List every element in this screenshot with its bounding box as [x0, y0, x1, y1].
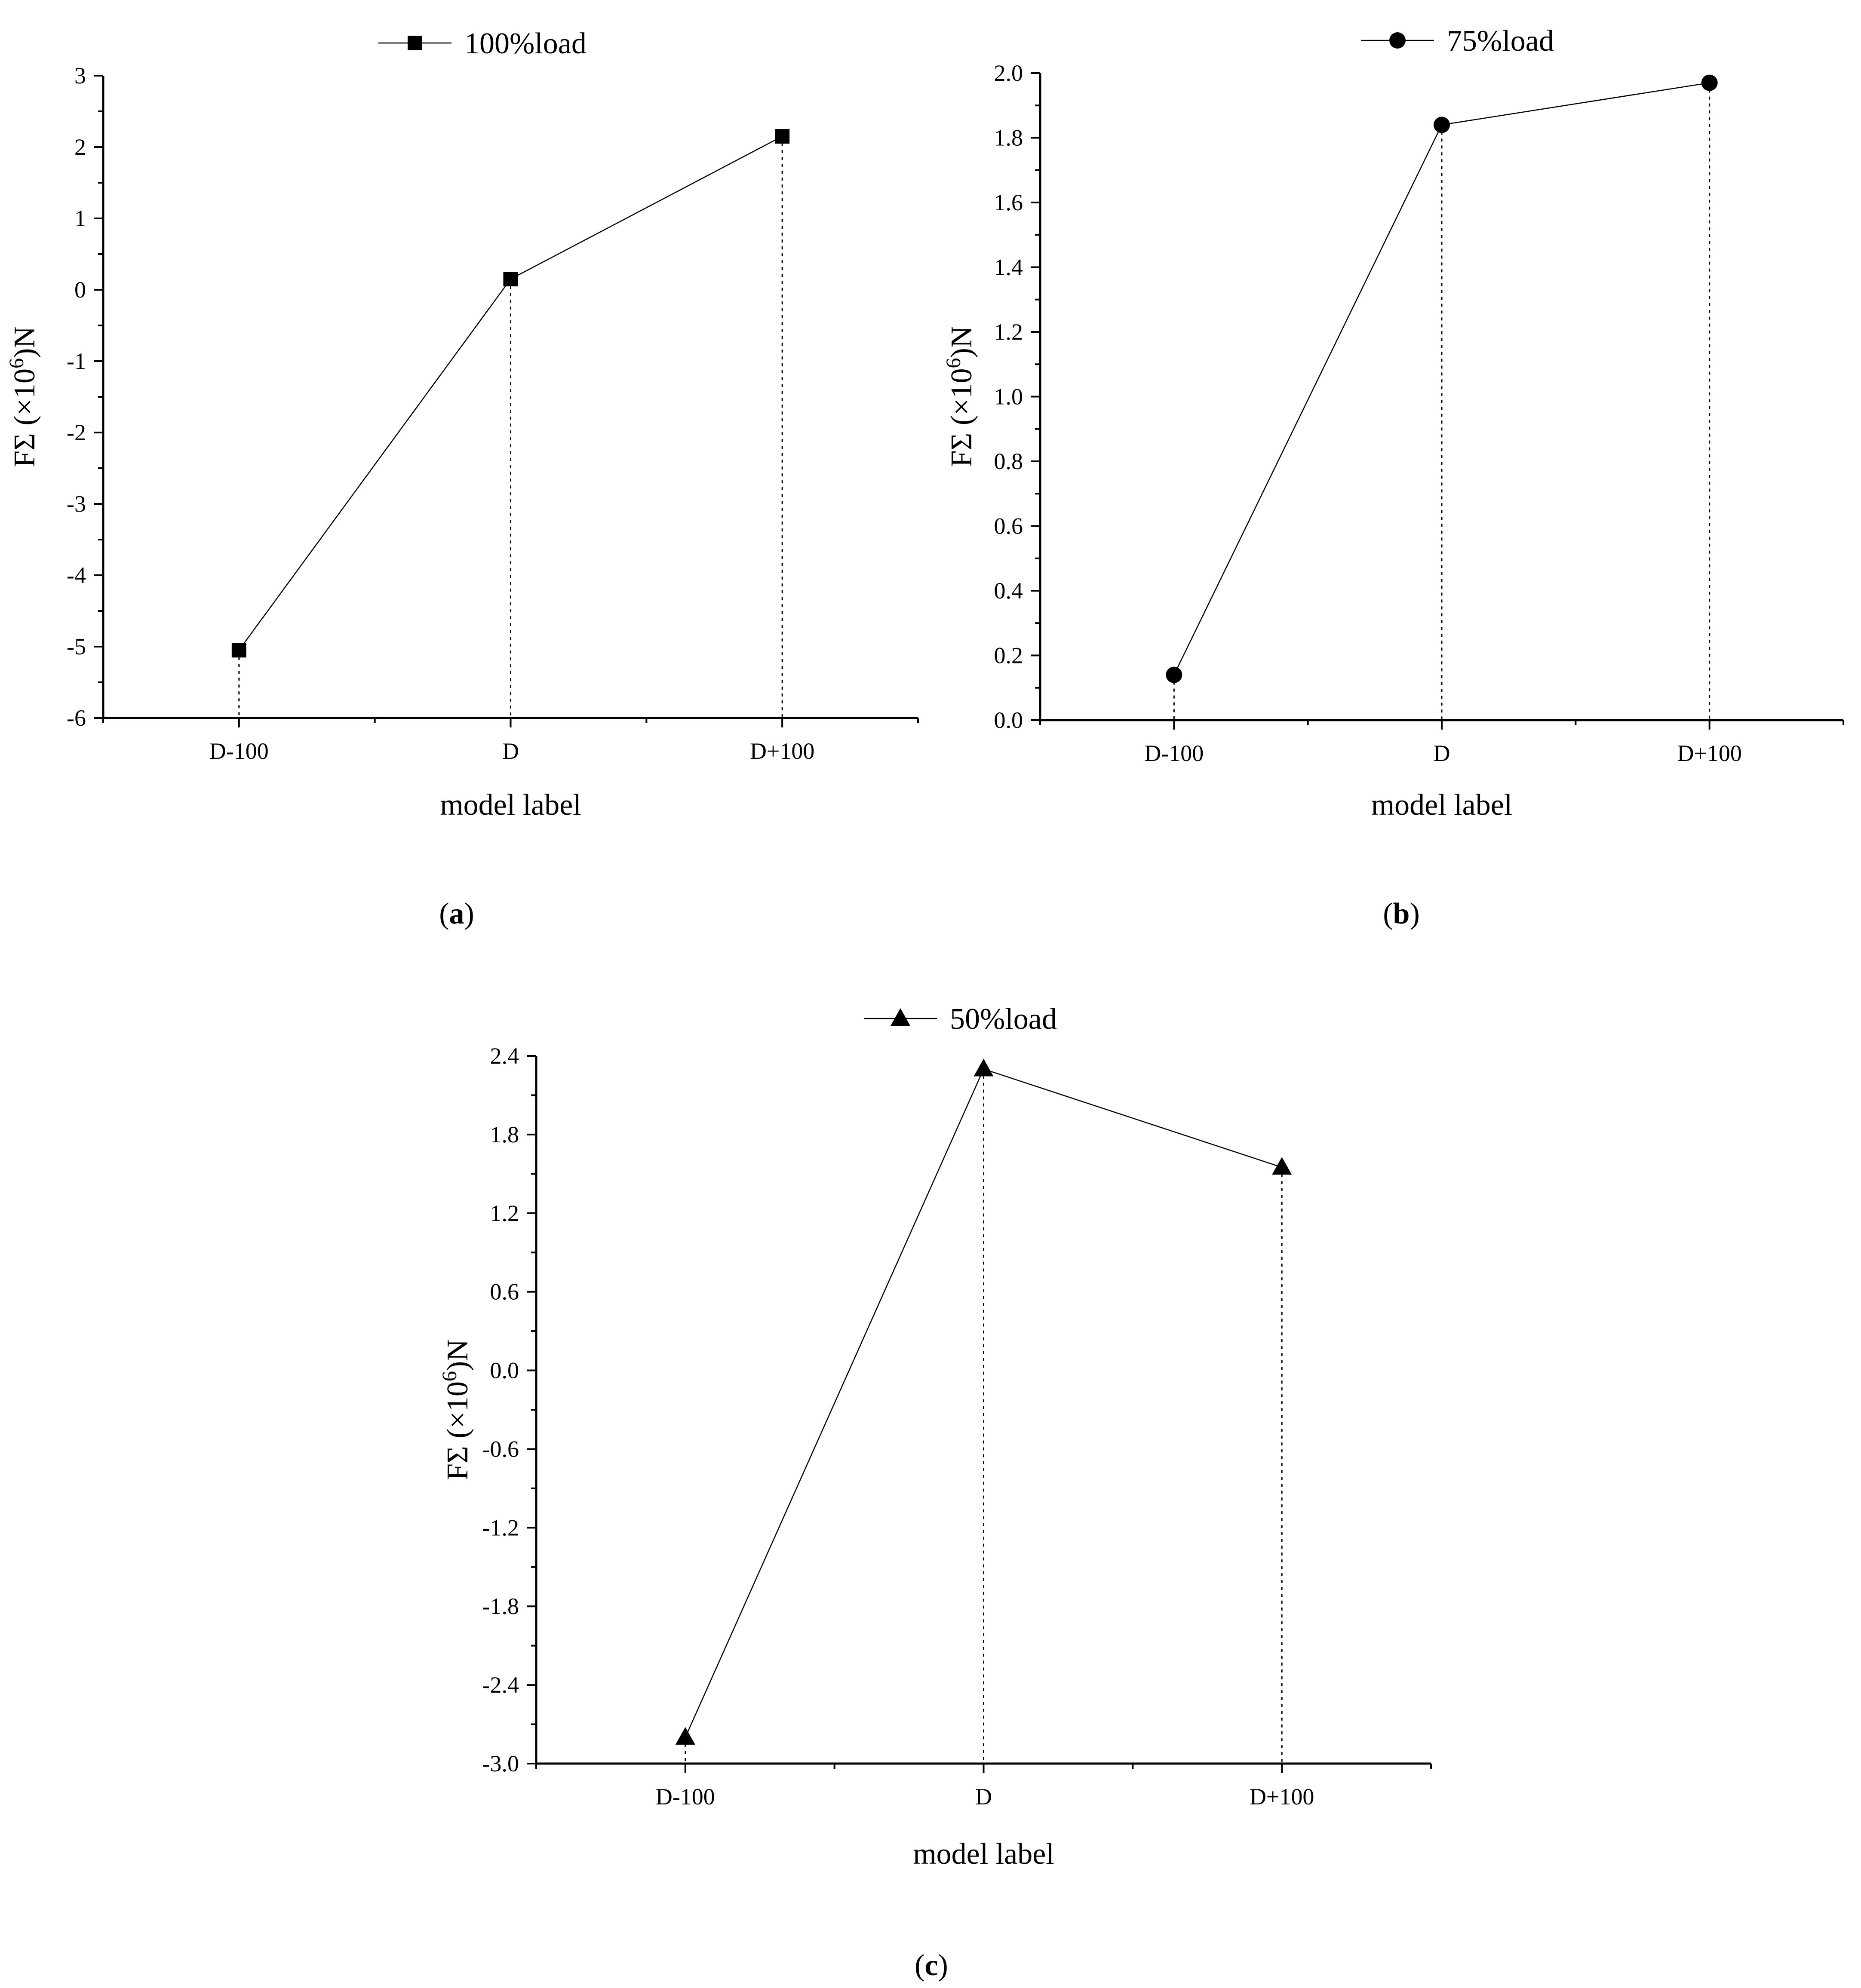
caption-paren-close: ): [938, 1949, 948, 1982]
y-axis-title-prefix: FΣ (×10: [8, 368, 41, 467]
y-tick-label: 1.8: [490, 1122, 519, 1147]
y-axis-title-superscript: 6: [942, 358, 965, 368]
y-tick-label: 0.2: [994, 643, 1023, 669]
caption-paren-close: ): [1410, 897, 1419, 930]
y-tick-label: 0: [74, 277, 86, 303]
x-tick-label: D+100: [1250, 1784, 1314, 1810]
x-tick-label: D: [1434, 740, 1450, 766]
y-axis-title-superscript: 6: [438, 1371, 461, 1381]
y-tick-label: 2.0: [994, 60, 1023, 86]
y-tick-label: 3: [74, 63, 86, 89]
y-tick-label: -1.8: [482, 1593, 519, 1619]
data-point-marker: [1701, 74, 1718, 91]
x-tick-label: D-100: [1144, 740, 1204, 766]
legend-label: 100%load: [464, 27, 587, 60]
y-tick-label: 2: [74, 134, 86, 160]
y-tick-label: -2.4: [482, 1672, 519, 1698]
legend-marker: [891, 1008, 910, 1026]
legend-label: 75%load: [1447, 25, 1554, 58]
y-tick-label: 2.4: [490, 1043, 519, 1069]
y-tick-label: 1.2: [490, 1200, 519, 1226]
y-axis-title: FΣ (×106)N: [5, 326, 41, 467]
caption-letter: a: [449, 897, 464, 930]
y-axis-title: FΣ (×106)N: [942, 326, 978, 467]
y-tick-label: -5: [67, 634, 86, 660]
y-tick-label: -3: [67, 491, 86, 517]
panel-caption: (c): [915, 1949, 948, 1982]
y-tick-label: 1.6: [994, 190, 1023, 215]
chart-panel-a: -6 -5 -4 -3 -2 -1 0 1 2 3 D-100 D D+100 model label FΣ…: [5, 27, 919, 930]
y-tick-label: -4: [67, 562, 86, 588]
y-tick-label: 0.8: [994, 448, 1023, 474]
x-tick-label: D-100: [209, 738, 269, 764]
caption-paren-open: (: [915, 1949, 924, 1982]
y-tick-label: 0.4: [994, 578, 1023, 604]
x-tick-label: D: [975, 1784, 992, 1810]
chart-panel-c: -3.0 -2.4 -1.8 -1.2 -0.6 0.0 0.6 1.2 1.8 2.4 D-100…: [438, 1003, 1432, 1982]
legend-marker: [1389, 32, 1406, 49]
x-tick-label: D+100: [750, 738, 814, 764]
data-point-marker: [231, 643, 246, 658]
y-tick-label: 1.0: [994, 384, 1023, 410]
y-tick-label: -3.0: [482, 1751, 519, 1776]
y-axis-title-prefix: FΣ (×10: [945, 368, 978, 467]
data-point-marker: [675, 1727, 695, 1745]
y-axis-title-suffix: )N: [945, 326, 978, 358]
caption-paren-open: (: [1383, 897, 1393, 930]
y-tick-label: 0.0: [994, 707, 1023, 733]
y-tick-label: 0.6: [994, 513, 1023, 539]
y-tick-label: -2: [67, 420, 86, 445]
data-point-marker: [1272, 1157, 1292, 1175]
chart-panel-b: 0.0 0.2 0.4 0.6 0.8 1.0 1.2 1.4 1.6 1.8 2.0 D-100 D D…: [942, 25, 1844, 930]
y-axis-title-suffix: )N: [8, 326, 41, 358]
data-point-marker: [1434, 117, 1450, 133]
legend-marker: [408, 36, 422, 50]
y-tick-label: 1.2: [994, 319, 1023, 345]
panel-caption: (a): [439, 897, 474, 930]
y-tick-label: -1.2: [482, 1515, 519, 1540]
legend-label: 50%load: [950, 1003, 1057, 1036]
y-tick-label: -0.6: [482, 1436, 519, 1462]
y-axis-title-superscript: 6: [5, 358, 28, 368]
y-tick-label: 0.6: [490, 1279, 519, 1305]
y-tick-label: -6: [67, 705, 86, 731]
y-axis-title-suffix: )N: [441, 1339, 474, 1371]
x-tick-label: D+100: [1677, 740, 1741, 766]
caption-letter: b: [1393, 897, 1410, 930]
panel-caption: (b): [1383, 897, 1420, 930]
data-point-marker: [1166, 666, 1182, 683]
y-tick-label: 1: [74, 206, 86, 231]
data-point-marker: [775, 129, 790, 144]
x-tick-label: D: [502, 738, 519, 764]
caption-paren-close: ): [464, 897, 474, 930]
caption-paren-open: (: [439, 897, 449, 930]
y-tick-label: 0.0: [490, 1358, 519, 1384]
caption-letter: c: [924, 1949, 938, 1982]
x-axis-title: model label: [1371, 788, 1513, 822]
data-point-marker: [503, 272, 518, 287]
x-axis-title: model label: [440, 788, 581, 822]
data-point-marker: [973, 1058, 994, 1077]
x-axis-title: model label: [913, 1838, 1054, 1871]
y-axis-title: FΣ (×106)N: [438, 1339, 474, 1480]
y-tick-label: 1.4: [994, 255, 1023, 280]
y-tick-label: -1: [67, 348, 86, 374]
y-tick-label: 1.8: [994, 125, 1023, 151]
x-tick-label: D-100: [656, 1784, 715, 1810]
y-axis-title-prefix: FΣ (×10: [441, 1381, 474, 1480]
